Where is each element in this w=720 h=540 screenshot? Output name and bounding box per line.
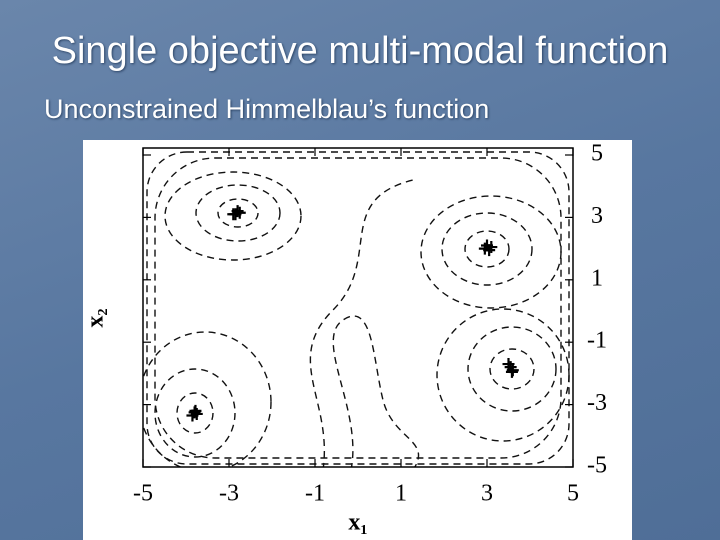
x-tick-label: -3: [219, 481, 239, 507]
x-axis-label: x₁: [348, 510, 367, 536]
y-tick-label: 5: [591, 141, 603, 167]
point: [186, 409, 199, 422]
point: [502, 358, 515, 371]
point: [233, 206, 246, 219]
y-tick-label: 3: [591, 203, 603, 229]
y-tick-label: 1: [591, 265, 603, 291]
chart-background: [83, 140, 632, 540]
point: [227, 208, 240, 221]
x-tick-label: 1: [395, 481, 407, 507]
y-axis-label: x₂: [83, 308, 109, 327]
point: [485, 241, 498, 254]
slide-subtitle: Unconstrained Himmelblau’s function: [44, 94, 490, 124]
contours: [143, 151, 570, 467]
y-tick-label: -3: [587, 390, 607, 416]
x-tick-label: 5: [567, 481, 579, 507]
y-tick-label: -1: [587, 328, 607, 354]
slide-title: Single objective multi-modal function: [51, 30, 669, 72]
x-tick-label: -5: [133, 481, 153, 507]
x-tick-label: -1: [305, 481, 325, 507]
x-tick-label: 3: [481, 481, 493, 507]
plot-frame: [142, 147, 574, 468]
y-tick-label: -5: [587, 453, 607, 479]
point: [505, 365, 518, 378]
chart: x₁ x₂ -5 -3 -1 1 3 5 -5 -3 -1 1 3 5: [83, 140, 632, 540]
